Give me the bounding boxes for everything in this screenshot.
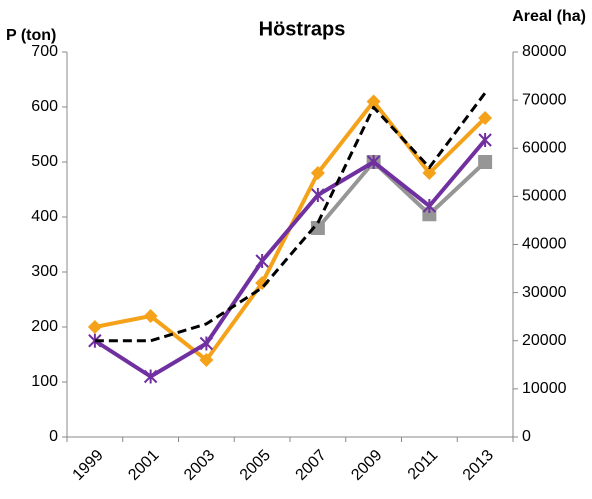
marker	[478, 133, 492, 147]
y-tick-label: 100	[31, 373, 58, 390]
marker	[310, 221, 325, 235]
y2-tick-label: 10000	[522, 380, 567, 397]
marker	[311, 188, 325, 202]
x-tick-label: 2005	[237, 447, 274, 484]
x-tick-label: 2009	[348, 447, 385, 484]
y-tick-label: 400	[31, 208, 58, 225]
marker	[478, 111, 493, 125]
y2-tick-label: 50000	[522, 188, 567, 205]
marker	[422, 199, 437, 213]
y2-axis-title: Areal (ha)	[512, 8, 586, 25]
x-tick-label: 2007	[292, 447, 329, 484]
marker	[87, 320, 102, 334]
series-line	[94, 92, 487, 343]
marker	[255, 254, 269, 268]
y2-tick-label: 80000	[522, 43, 567, 60]
y-tick-label: 500	[31, 153, 58, 170]
y2-tick-label: 0	[522, 428, 531, 445]
y2-tick-label: 70000	[522, 91, 567, 108]
y-tick-label: 600	[31, 98, 58, 115]
x-tick-label: 2001	[125, 447, 162, 484]
y2-tick-label: 60000	[522, 139, 567, 156]
x-tick-label: 2003	[181, 447, 218, 484]
x-tick-label: 2013	[460, 447, 497, 484]
marker	[143, 369, 158, 384]
y-tick-label: 300	[31, 263, 58, 280]
y2-tick-label: 30000	[522, 284, 567, 301]
x-tick-label: 2011	[405, 447, 441, 483]
marker	[422, 166, 437, 180]
x-tick-label: 1999	[69, 447, 106, 484]
y2-tick-label: 40000	[522, 236, 567, 253]
marker	[478, 155, 493, 169]
marker	[366, 155, 381, 169]
series-line	[93, 138, 487, 379]
y-tick-label: 700	[31, 43, 58, 60]
marker	[366, 94, 381, 109]
y2-tick-label: 20000	[522, 332, 567, 349]
marker	[199, 336, 214, 351]
marker	[199, 353, 214, 367]
series-line	[316, 160, 487, 230]
y-tick-label: 0	[49, 428, 58, 445]
y-axis-title: P (ton)	[6, 27, 56, 44]
marker	[310, 166, 325, 180]
marker	[255, 276, 270, 290]
y-tick-label: 200	[31, 318, 58, 335]
chart-title: Höstraps	[259, 18, 346, 40]
marker	[143, 309, 158, 323]
